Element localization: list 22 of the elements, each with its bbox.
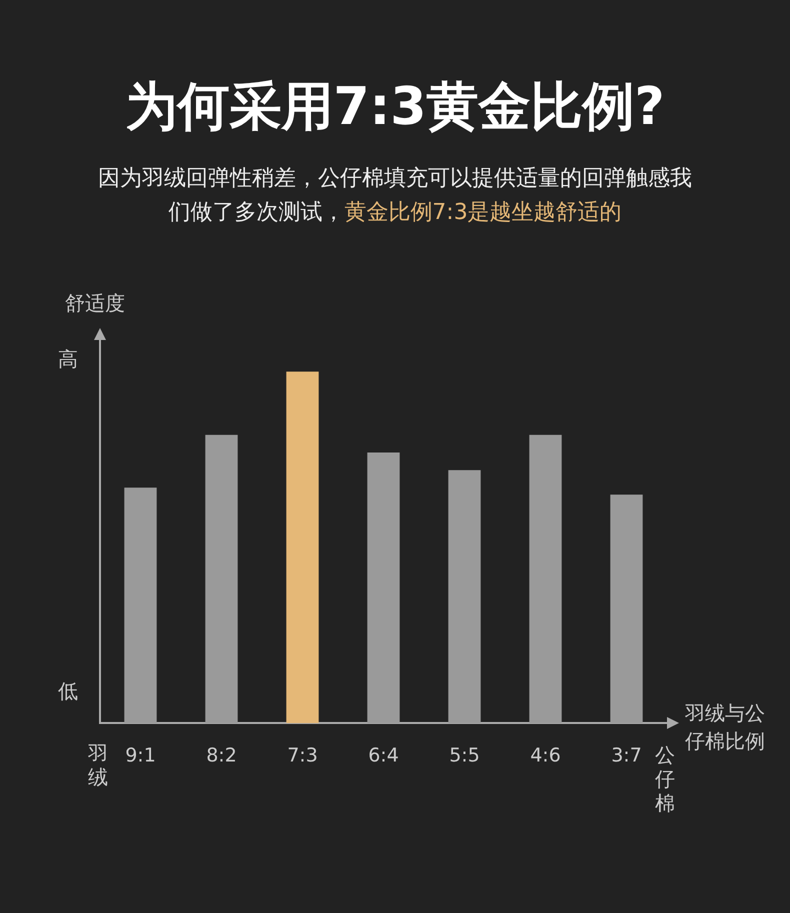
x-tick-label: 7:3 bbox=[287, 744, 318, 767]
text: 羽绒 bbox=[88, 741, 109, 790]
bar bbox=[610, 494, 643, 724]
bar bbox=[205, 434, 238, 724]
x-tick-label: 4:6 bbox=[530, 744, 561, 767]
bar bbox=[529, 434, 562, 724]
chart-title: 为何采用7:3黄金比例? bbox=[124, 76, 666, 139]
bar bbox=[367, 452, 400, 724]
x-tick-label: 3:7 bbox=[611, 744, 642, 767]
x-tick-label: 6:4 bbox=[368, 744, 399, 767]
x-tick-label: 9:1 bbox=[125, 744, 156, 767]
x-tick-label: 5:5 bbox=[449, 744, 480, 767]
x-tick-label: 8:2 bbox=[206, 744, 237, 767]
text: 公仔棉 bbox=[655, 743, 676, 816]
y-axis-title: 舒适度 bbox=[65, 290, 125, 317]
bar bbox=[286, 372, 319, 724]
bar bbox=[448, 470, 481, 724]
x-axis-title: 羽绒与公仔棉比例 bbox=[685, 700, 766, 756]
text: 低 bbox=[58, 678, 78, 706]
text: 高 bbox=[58, 346, 78, 373]
bar bbox=[124, 488, 157, 724]
text: 黄金比例7:3是越坐越舒适的 bbox=[344, 200, 622, 225]
